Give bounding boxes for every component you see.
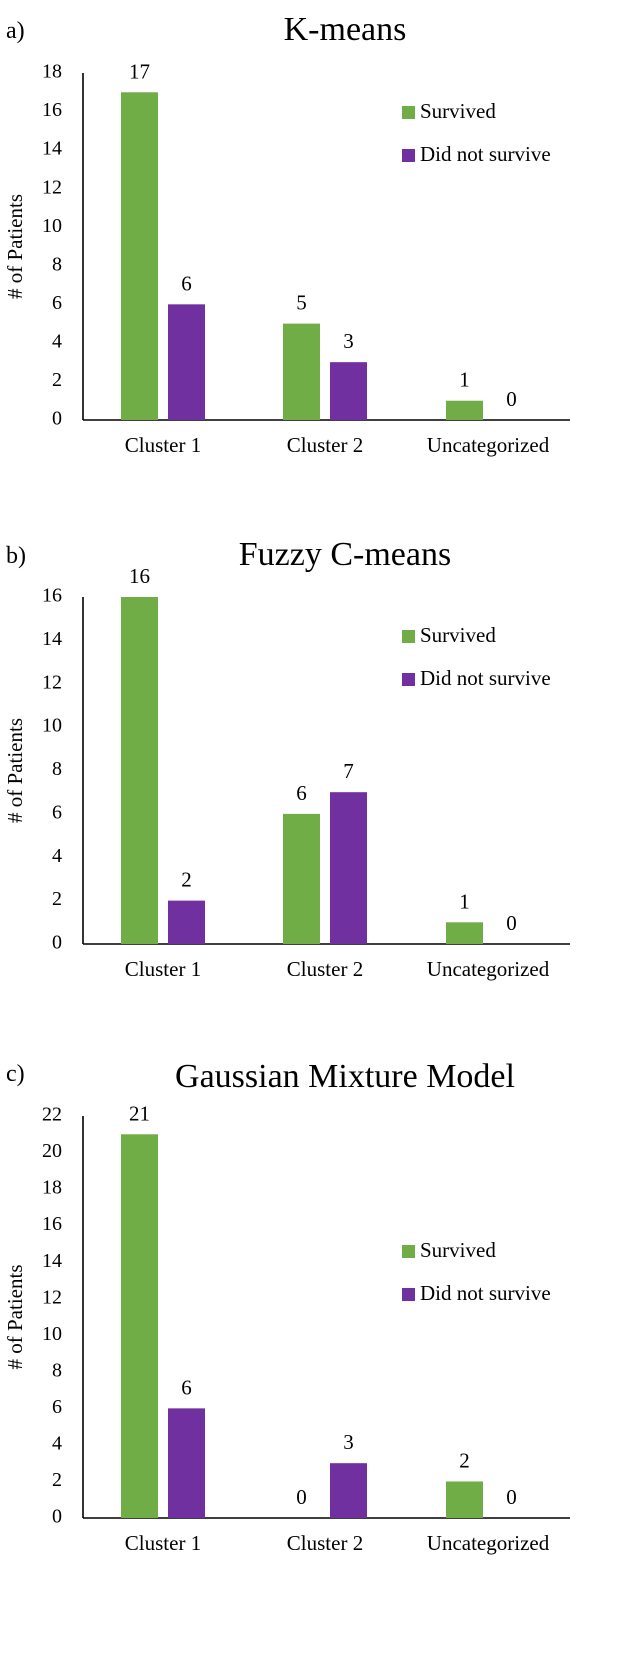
x-tick-label: Cluster 1 [125,1531,201,1555]
x-tick-label: Cluster 1 [125,957,201,981]
data-label: 7 [343,759,354,783]
y-tick-label: 2 [52,888,62,910]
y-tick-label: 4 [52,1433,62,1455]
legend-entry: Did not survive [420,666,551,690]
data-label: 0 [296,1485,307,1509]
legend-swatch [402,1245,415,1258]
data-label: 0 [506,911,517,935]
y-tick-label: 22 [42,1104,62,1126]
y-tick-label: 8 [52,758,62,780]
chart-title: Gaussian Mixture Model [175,1058,515,1095]
chart-title: K-means [284,11,407,48]
bar-did-not-survive [330,362,367,420]
legend-swatch [402,630,415,643]
panel-label: b) [6,543,26,569]
bar-survived [283,323,320,420]
bar-survived [446,922,483,944]
y-tick-label: 6 [52,1396,62,1418]
legend-entry: Survived [420,623,496,647]
data-label: 1 [459,368,470,392]
legend-swatch [402,106,415,119]
y-tick-label: 12 [42,671,62,693]
x-tick-label: Uncategorized [427,1531,550,1555]
bar-did-not-survive [330,1463,367,1518]
y-tick-label: 2 [52,369,62,391]
data-label: 6 [296,781,307,805]
x-tick-label: Cluster 2 [287,957,363,981]
data-label: 6 [181,1375,192,1399]
y-tick-label: 12 [42,176,62,198]
legend-swatch [402,149,415,162]
panel-label: a) [6,18,25,44]
chart-title: Fuzzy C-means [239,536,451,573]
y-tick-label: 14 [42,1250,62,1272]
panel-label: c) [6,1061,25,1087]
chart-panel-1: a) K-means# of Patients024681012141618Clu… [3,11,570,457]
legend-entry: Did not survive [420,142,551,166]
legend-entry: Survived [420,1238,496,1262]
bar-survived [446,1481,483,1518]
y-tick-label: 20 [42,1140,62,1162]
data-label: 3 [343,329,354,353]
y-tick-label: 0 [52,932,62,954]
chart-panel-3: c) Gaussian Mixture Model # of Patients 0 2 4… [3,1058,570,1555]
bar-did-not-survive [330,792,367,944]
y-tick-label: 16 [42,1213,62,1235]
data-label: 21 [129,1101,150,1125]
y-tick-label: 14 [42,138,62,160]
y-tick-label: 10 [42,715,62,737]
legend-swatch [402,673,415,686]
y-tick-label: 4 [52,845,62,867]
y-tick-label: 0 [52,1506,62,1528]
y-tick-label: 10 [42,215,62,237]
data-label: 6 [181,271,192,295]
x-tick-label: Cluster 2 [287,433,363,457]
bar-survived [121,597,158,944]
data-label: 2 [459,1448,470,1472]
data-label: 0 [506,1485,517,1509]
legend-entry: Did not survive [420,1281,551,1305]
x-tick-label: Cluster 1 [125,433,201,457]
bar-survived [121,1134,158,1518]
data-label: 5 [296,291,307,315]
y-tick-label: 10 [42,1323,62,1345]
y-axis-label: # of Patients [3,718,27,823]
y-tick-label: 8 [52,253,62,275]
data-label: 0 [506,387,517,411]
bar-did-not-survive [168,1408,205,1518]
data-label: 2 [181,868,192,892]
y-tick-label: 14 [42,628,62,650]
legend-entry: Survived [420,99,496,123]
y-tick-label: 8 [52,1359,62,1381]
bar-survived [121,92,158,421]
y-tick-label: 4 [52,330,62,352]
bar-survived [446,400,483,420]
y-tick-label: 6 [52,801,62,823]
bar-did-not-survive [168,900,205,944]
x-tick-label: Uncategorized [427,433,550,457]
bar-survived [283,813,320,944]
y-tick-label: 16 [42,99,62,121]
bar-did-not-survive [168,304,205,420]
y-tick-label: 16 [42,585,62,607]
y-tick-label: 2 [52,1469,62,1491]
legend-swatch [402,1288,415,1301]
data-label: 1 [459,889,470,913]
x-tick-label: Uncategorized [427,957,550,981]
data-label: 3 [343,1430,354,1454]
x-tick-label: Cluster 2 [287,1531,363,1555]
y-tick-label: 18 [42,1177,62,1199]
data-label: 16 [129,564,150,588]
y-tick-label: 12 [42,1286,62,1308]
chart-panel-2: b) Fuzzy C-means# of Patients024681012141… [3,536,570,981]
data-label: 17 [129,59,150,83]
y-tick-label: 18 [42,61,62,83]
y-axis-label: # of Patients [3,194,27,299]
y-axis-label: # of Patients [3,1265,27,1370]
y-tick-label: 0 [52,408,62,430]
y-tick-label: 6 [52,292,62,314]
